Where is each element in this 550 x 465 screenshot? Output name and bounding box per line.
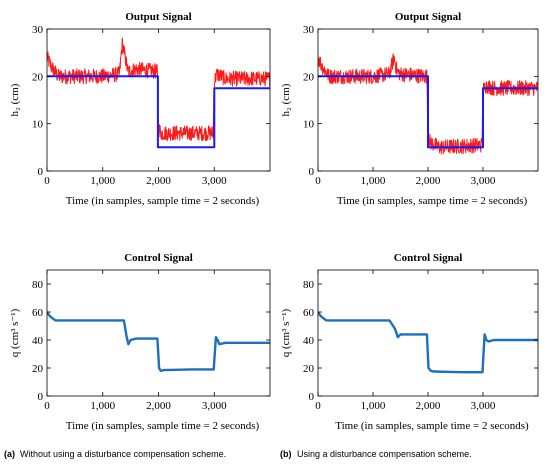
y-tick-label: 80 (303, 279, 315, 291)
y-tick-label: 20 (32, 363, 44, 375)
x-axis-label: Time (in samples, sample time = 2 second… (66, 195, 260, 207)
x-tick-label: 3,000 (471, 175, 496, 187)
x-tick-label: 2,000 (416, 400, 441, 412)
y-tick-label: 10 (303, 119, 315, 131)
y-tick-label: 0 (38, 391, 44, 403)
y-tick-label: 0 (38, 166, 44, 178)
y-tick-label: 40 (303, 335, 315, 347)
chart-a-output: Output Signal 0 1,000 2,000 3,000 0 10 20 30 Time… (9, 11, 271, 207)
x-tick-label: 2,000 (146, 400, 171, 412)
x-tick-label: 1,000 (361, 400, 386, 412)
chart-title: Control Signal (394, 252, 463, 264)
x-tick-label: 0 (315, 175, 321, 187)
x-axis-label: Time (in samples, sampe time = 2 seconds… (337, 195, 528, 207)
x-tick-label: 0 (315, 400, 321, 412)
x-tick-label: 1,000 (361, 175, 386, 187)
chart-a-control: Control Signal 0 1,000 2,000 3,000 0 20 40 60 80 T… (9, 252, 271, 432)
x-tick-label: 2,000 (146, 175, 171, 187)
y-tick-label: 20 (32, 71, 44, 83)
x-tick-label: 3,000 (202, 175, 227, 187)
y-axis-label: q (cm³ s⁻¹) (280, 308, 292, 357)
chart-title: Output Signal (395, 11, 461, 23)
caption-b: (b) Using a disturbance compensation sch… (280, 449, 472, 459)
y-tick-label: 0 (309, 166, 315, 178)
y-tick-label: 20 (303, 71, 315, 83)
x-tick-label: 1,000 (90, 175, 115, 187)
y-axis-label: h₂ (cm) (9, 83, 21, 116)
y-tick-label: 80 (32, 279, 44, 291)
x-tick-label: 0 (44, 175, 50, 187)
x-axis-label: Time (in samples, sample time = 2 second… (66, 420, 260, 432)
x-tick-label: 1,000 (90, 400, 115, 412)
x-axis-label: Time (in samples, sample time = 2 second… (335, 420, 529, 432)
x-tick-label: 3,000 (202, 400, 227, 412)
chart-title: Control Signal (124, 252, 193, 264)
plot-frame (317, 269, 539, 397)
caption-a: (a) Without using a disturbance compensa… (4, 449, 226, 459)
y-tick-label: 30 (32, 24, 44, 36)
y-tick-label: 10 (32, 119, 44, 131)
series-reference (318, 75, 538, 149)
chart-title: Output Signal (125, 11, 191, 23)
y-tick-label: 60 (32, 307, 44, 319)
chart-b-control: Control Signal 0 1,000 2,000 3,000 0 20 40 60 80 T… (280, 252, 539, 432)
caption-b-text: Using a disturbance compensation scheme. (297, 449, 472, 459)
y-tick-label: 30 (303, 24, 315, 36)
y-tick-label: 20 (303, 363, 315, 375)
y-tick-label: 40 (32, 335, 44, 347)
series-smooth (318, 311, 538, 374)
x-tick-label: 2,000 (416, 175, 441, 187)
caption-b-label: (b) (280, 449, 292, 459)
y-axis-label: q (cm³ s⁻¹) (9, 308, 21, 357)
chart-b-output: Output Signal 0 1,000 2,000 3,000 0 10 20 30 Time… (280, 11, 539, 207)
series-smooth (47, 311, 270, 372)
x-tick-label: 0 (44, 400, 50, 412)
plots-layer: Output Signal 0 1,000 2,000 3,000 0 10 20 30 Time… (9, 11, 539, 432)
caption-a-label: (a) (4, 449, 15, 459)
y-tick-label: 0 (309, 391, 315, 403)
y-tick-label: 60 (303, 307, 315, 319)
caption-a-text: Without using a disturbance compensation… (20, 449, 226, 459)
plot-frame (46, 269, 271, 397)
series-reference (47, 75, 270, 149)
x-tick-label: 3,000 (471, 400, 496, 412)
y-axis-label: h₂ (cm) (280, 83, 292, 116)
